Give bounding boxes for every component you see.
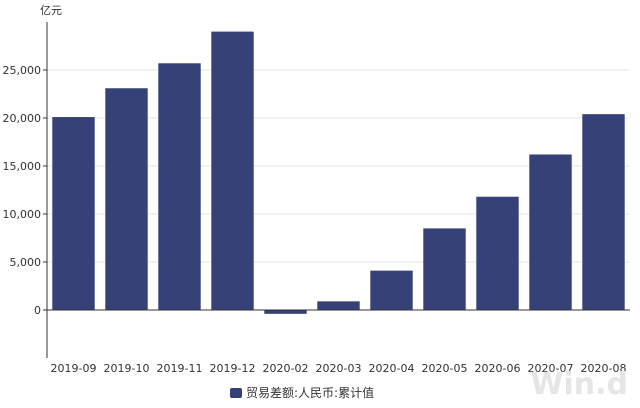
x-tick-label: 2020-03 xyxy=(316,362,362,375)
bar-2019-12 xyxy=(211,31,254,310)
bar-2020-03 xyxy=(317,301,360,310)
x-tick-label: 2020-02 xyxy=(263,362,309,375)
x-tick-label: 2019-10 xyxy=(104,362,150,375)
y-axis-unit-label: 亿元 xyxy=(40,4,62,17)
y-tick-label: 0 xyxy=(34,304,41,317)
bar-series xyxy=(52,31,625,314)
x-tick-label: 2019-11 xyxy=(157,362,203,375)
x-tick-label: 2020-05 xyxy=(422,362,468,375)
bar-2020-08 xyxy=(582,114,625,310)
y-tick-label: 5,000 xyxy=(10,256,42,269)
y-tick-label: 20,000 xyxy=(3,112,42,125)
bar-2019-11 xyxy=(158,63,201,310)
x-tick-label: 2019-09 xyxy=(51,362,97,375)
legend-swatch xyxy=(230,388,242,398)
bar-2020-07 xyxy=(529,154,572,310)
bar-2019-10 xyxy=(105,88,148,311)
y-tick-label: 10,000 xyxy=(3,208,42,221)
bar-2019-09 xyxy=(52,117,95,310)
y-tick-label: 25,000 xyxy=(3,64,42,77)
y-tick-label: 15,000 xyxy=(3,160,42,173)
x-tick-label: 2020-04 xyxy=(369,362,415,375)
bar-2020-04 xyxy=(370,270,413,310)
bar-2020-02 xyxy=(264,310,307,314)
bar-2020-06 xyxy=(476,196,519,310)
axes: 0 5,000 10,000 15,000 20,000 25,000 2019-09 201… xyxy=(3,22,630,375)
legend-label: 贸易差额:人民币:累计值 xyxy=(246,385,374,400)
bar-2020-05 xyxy=(423,228,466,310)
x-tick-label: 2020-06 xyxy=(475,362,521,375)
x-tick-label: 2020-08 xyxy=(581,362,627,375)
legend: 贸易差额:人民币:累计值 xyxy=(230,385,374,400)
x-tick-label: 2019-12 xyxy=(210,362,256,375)
x-tick-label: 2020-07 xyxy=(528,362,574,375)
wind-watermark: Win.d xyxy=(530,367,628,402)
